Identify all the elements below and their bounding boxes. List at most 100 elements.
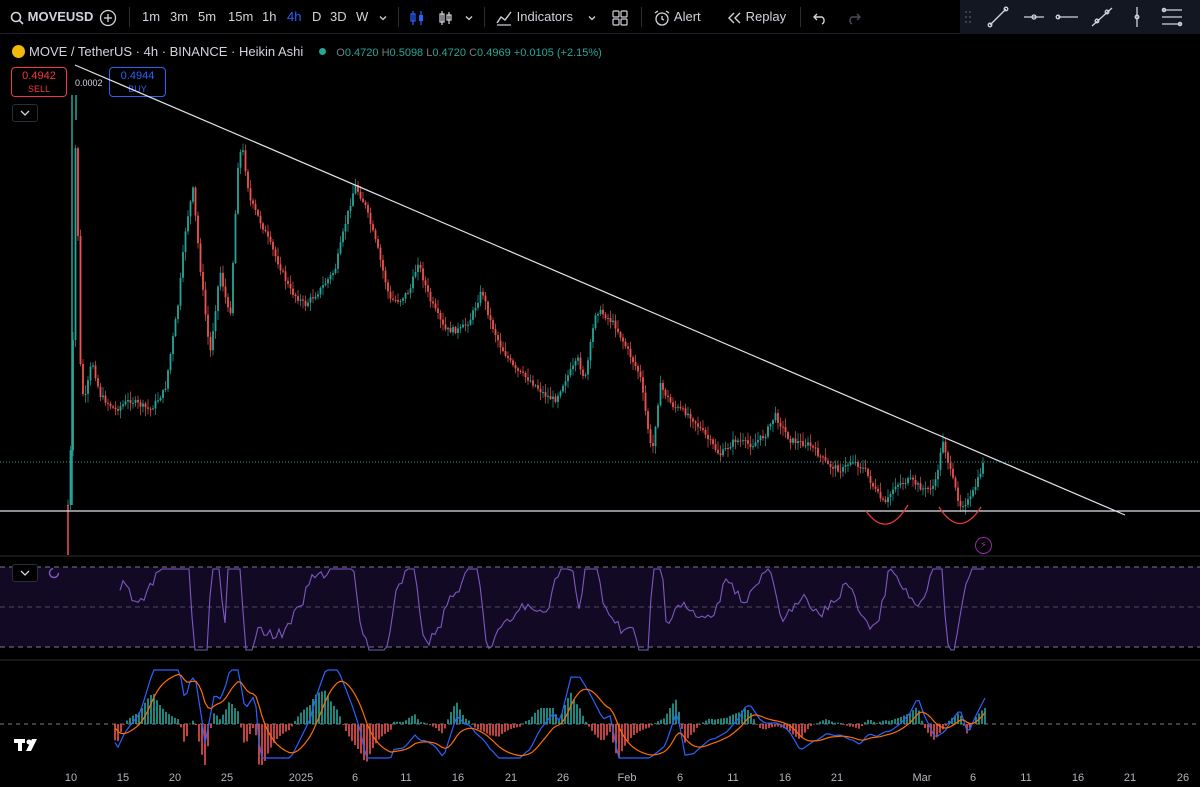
horizontal-ray-tool-icon[interactable] (1024, 14, 1044, 20)
macd-histogram-bar (717, 719, 719, 724)
macd-histogram-bar (549, 708, 551, 724)
macd-histogram-bar (669, 708, 671, 724)
candle-body (369, 212, 372, 225)
candle-body (197, 215, 199, 244)
interval-w[interactable]: W (356, 9, 369, 24)
vertical-line-tool-icon[interactable] (1134, 7, 1140, 27)
candle-body (159, 398, 162, 401)
macd-histogram-bar (381, 724, 383, 737)
x-tick: 10 (64, 772, 78, 784)
tradingview-logo-icon[interactable] (14, 737, 44, 753)
interval-3m[interactable]: 3m (170, 9, 189, 24)
macd-histogram-bar (756, 724, 758, 725)
candle-body (664, 389, 667, 396)
replay-label: Replay (745, 9, 787, 24)
symbol-search-button[interactable]: MOVEUSD (10, 0, 93, 34)
macd-histogram-bar (534, 712, 536, 724)
descending-trendline[interactable] (74, 64, 1126, 516)
chart-canvas[interactable] (0, 0, 1200, 765)
alert-button[interactable]: Alert (653, 0, 701, 34)
chart-type-dropdown[interactable] (464, 0, 474, 34)
trend-line-tool-icon[interactable] (987, 6, 1009, 28)
candle-body (692, 418, 694, 422)
interval-15m[interactable]: 15m (228, 9, 254, 24)
macd-histogram-bar (414, 714, 416, 724)
indicator-collapse-button[interactable] (12, 564, 38, 582)
candle-body (132, 403, 134, 404)
lightning-icon[interactable]: ⚡ (975, 537, 992, 554)
candle-body (679, 406, 682, 409)
candle-body (317, 294, 319, 297)
candle-body (569, 369, 572, 376)
macd-histogram-bar (750, 713, 752, 724)
macd-histogram-bar (882, 720, 884, 724)
indicators-dropdown[interactable] (587, 0, 597, 34)
rewind-icon (728, 12, 741, 24)
candle-body (727, 448, 729, 449)
sell-label: SELL (27, 84, 51, 94)
bottom-arc-2[interactable] (938, 506, 982, 524)
candle-body (744, 440, 747, 442)
candle-body (807, 442, 809, 446)
candle-body (349, 206, 352, 211)
macd-histogram-bar (768, 724, 770, 729)
candle-body (212, 331, 214, 351)
chevron-down-icon (465, 15, 473, 20)
candle-body (77, 148, 79, 236)
macd-histogram-bar (264, 724, 266, 761)
candle-body (217, 286, 219, 312)
candle-body (654, 427, 657, 447)
candles-icon (410, 10, 423, 25)
macd-histogram-bar (183, 724, 185, 742)
drag-handle-icon[interactable] (965, 11, 971, 23)
parallel-channel-tool-icon[interactable] (1161, 7, 1183, 27)
bottom-arc-1[interactable] (865, 504, 909, 525)
candle-body (397, 300, 399, 302)
candle-body (574, 360, 577, 366)
macd-histogram-bar (387, 724, 389, 732)
candle-body (112, 406, 114, 408)
legend-collapse-button[interactable] (12, 104, 38, 122)
replay-button[interactable]: Replay (726, 0, 786, 34)
drawing-tools-bar (960, 0, 1200, 34)
interval-3d[interactable]: 3D (330, 9, 347, 24)
indicators-button[interactable]: Indicators (495, 0, 573, 34)
macd-histogram-bar (900, 716, 902, 724)
interval-1m[interactable]: 1m (142, 9, 161, 24)
undo-button[interactable] (812, 0, 828, 34)
candle-body (959, 500, 962, 507)
interval-d[interactable]: D (312, 9, 322, 24)
candle-body (544, 392, 547, 397)
time-axis[interactable]: 10 15 20 25 2025 6 11 16 21 26 Feb 6 11 … (0, 765, 1200, 787)
candle-body (439, 313, 442, 320)
candle-body (897, 484, 899, 487)
macd-histogram-bar (162, 708, 164, 724)
candle-body (704, 429, 707, 435)
horizontal-line-tool-icon[interactable] (1055, 14, 1078, 20)
macd-histogram-bar (810, 724, 812, 727)
redo-button[interactable] (846, 0, 862, 34)
candle-body (379, 247, 382, 260)
templates-button[interactable] (611, 0, 629, 34)
candle-body (912, 477, 914, 480)
macd-histogram-bar (666, 713, 668, 724)
extended-line-tool-icon[interactable] (1091, 7, 1113, 27)
candle-body (419, 264, 422, 269)
sell-button[interactable]: 0.4942 SELL (11, 67, 67, 97)
candle-style-button[interactable] (436, 0, 454, 34)
macd-histogram-bar (864, 722, 866, 724)
interval-1h[interactable]: 1h (262, 9, 277, 24)
bar-type-button[interactable] (408, 0, 426, 34)
interval-5m[interactable]: 5m (198, 9, 217, 24)
candle-body (707, 434, 709, 440)
macd-histogram-bar (507, 724, 509, 731)
interval-4h[interactable]: 4h (287, 9, 302, 24)
macd-histogram-bar (552, 708, 554, 724)
compare-symbol-button[interactable] (99, 0, 117, 34)
buy-button[interactable]: 0.4944 BUY (109, 67, 166, 97)
candle-body (694, 421, 697, 424)
candle-body (659, 382, 662, 406)
macd-histogram-bar (681, 724, 683, 729)
interval-dropdown[interactable] (378, 0, 388, 34)
candle-body (562, 385, 564, 392)
